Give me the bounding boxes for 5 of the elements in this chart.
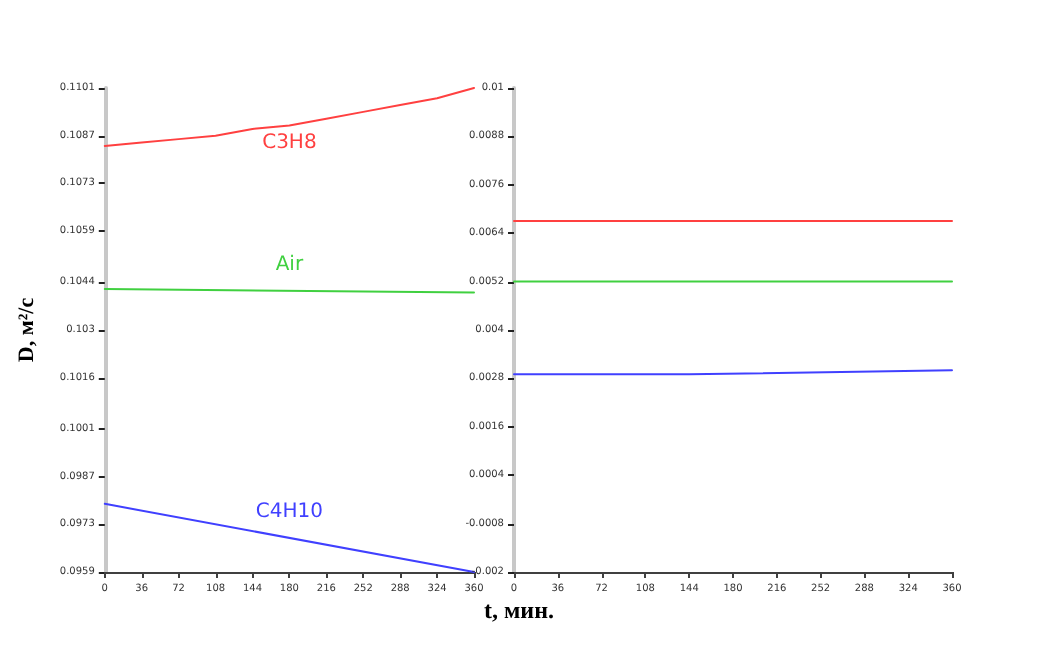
- y-axis-title: D, м²/с: [15, 297, 39, 363]
- series-label: C3H8: [262, 131, 317, 154]
- series-label: Air: [275, 253, 305, 276]
- series-label: C4H10: [255, 500, 323, 523]
- x-axis-title: t, мин.: [482, 596, 556, 626]
